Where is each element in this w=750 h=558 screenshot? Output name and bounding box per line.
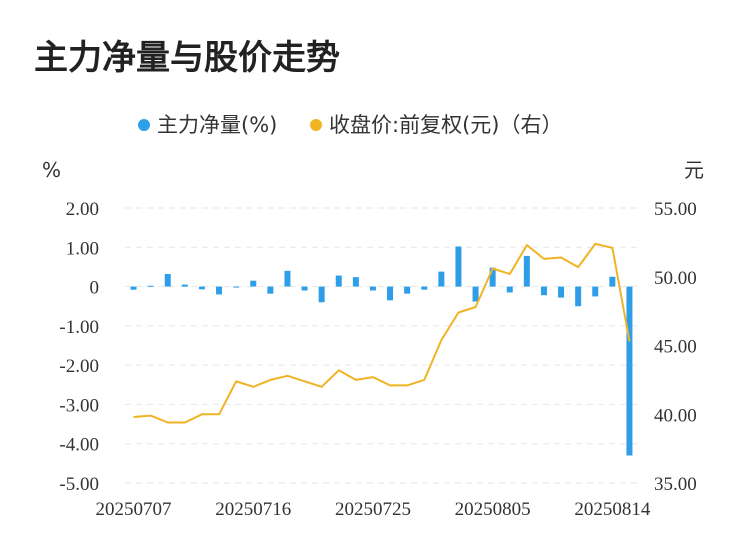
y-left-tick-label: 2.00 — [66, 199, 99, 220]
y-right-tick-label: 55.00 — [654, 199, 697, 220]
bar — [352, 277, 359, 287]
legend-label-close-price: 收盘价:前复权(元)（右） — [329, 113, 562, 137]
bar — [540, 286, 547, 296]
y-left-tick-label: -3.00 — [59, 395, 99, 416]
x-tick-label: 20250814 — [574, 499, 651, 520]
bar — [404, 286, 411, 294]
bar — [489, 267, 496, 287]
y-left-unit: % — [42, 158, 61, 182]
bar — [130, 286, 137, 290]
net-volume-bars — [130, 246, 633, 456]
y-right-tick-label: 40.00 — [654, 405, 697, 426]
chart-title: 主力净量与股价走势 — [34, 38, 340, 78]
x-tick-label: 20250805 — [455, 499, 531, 520]
y-right-tick-label: 35.00 — [654, 474, 697, 495]
x-tick-label: 20250716 — [215, 499, 291, 520]
y-left-tick-label: 1.00 — [66, 238, 99, 259]
bar — [284, 270, 291, 287]
y-left-axis: 2.00 1.00 0 -1.00 -2.00 -3.00 -4.00 -5.00 — [59, 199, 99, 495]
y-right-tick-label: 50.00 — [654, 268, 697, 289]
bar — [233, 286, 240, 288]
x-axis: 20250707 20250716 20250725 20250805 20250814 — [96, 499, 651, 520]
grid — [125, 207, 638, 484]
legend: 主力净量(%) 收盘价:前复权(元)（右） — [138, 113, 562, 137]
y-left-tick-label: -2.00 — [59, 356, 99, 377]
x-tick-label: 20250707 — [96, 499, 172, 520]
bar — [558, 286, 565, 298]
bar — [369, 286, 376, 291]
bar — [147, 285, 154, 287]
bar — [198, 286, 205, 290]
bar — [387, 286, 394, 301]
bar — [592, 286, 599, 297]
y-left-tick-label: -4.00 — [59, 435, 99, 456]
bar — [318, 286, 325, 303]
y-left-tick-label: -5.00 — [59, 474, 99, 495]
bar — [164, 274, 171, 287]
bar — [626, 286, 633, 456]
bar — [523, 255, 530, 287]
legend-marker-close-price — [310, 119, 322, 131]
y-left-tick-label: 0 — [90, 278, 100, 299]
bar — [421, 286, 428, 290]
bar — [335, 275, 342, 287]
legend-marker-net-volume — [138, 119, 150, 131]
bar — [181, 284, 188, 287]
y-right-axis: 55.00 50.00 45.00 40.00 35.00 — [654, 199, 697, 495]
close-price-polyline — [133, 242, 631, 424]
legend-label-net-volume: 主力净量(%) — [157, 113, 277, 137]
bar — [216, 286, 223, 295]
bar — [506, 286, 513, 293]
bar — [575, 286, 582, 307]
y-right-unit: 元 — [684, 158, 704, 182]
close-price-line — [133, 242, 631, 424]
bar — [301, 286, 308, 291]
bar — [438, 271, 445, 287]
bar — [472, 286, 479, 302]
x-tick-label: 20250725 — [335, 499, 411, 520]
bar — [609, 276, 616, 287]
bar — [267, 286, 274, 294]
bar — [455, 246, 462, 287]
y-right-tick-label: 45.00 — [654, 337, 697, 358]
y-left-tick-label: -1.00 — [59, 317, 99, 338]
bar — [250, 280, 257, 287]
